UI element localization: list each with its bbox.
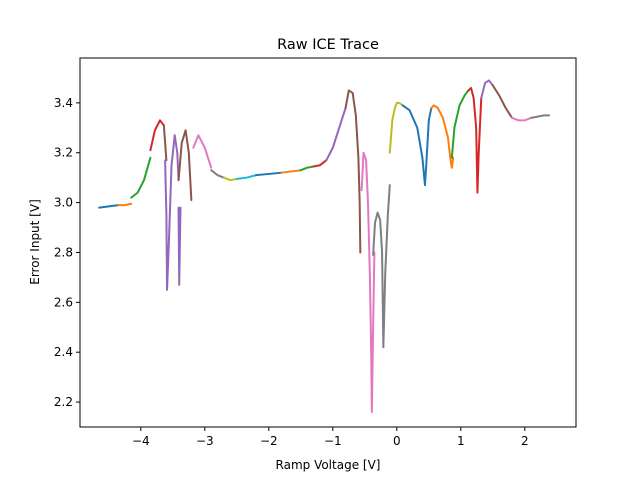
x-tick-label: 0 — [393, 434, 401, 448]
series-line-0 — [98, 204, 120, 209]
y-tick-label: 2.4 — [54, 345, 73, 359]
series-line-19 — [372, 184, 391, 349]
x-tick-label: −1 — [324, 434, 342, 448]
y-axis-ticks: 2.2 2.4 2.6 2.8 3.0 3.2 3.4 — [54, 96, 80, 409]
series-line-20 — [388, 101, 404, 154]
series-line-18 — [360, 151, 376, 414]
series-line-1 — [117, 202, 133, 207]
series-line-5 — [164, 134, 180, 291]
x-tick-label: −3 — [196, 434, 214, 448]
series-line-13 — [280, 169, 302, 174]
series-line-10 — [223, 176, 238, 182]
x-tick-label: −2 — [260, 434, 278, 448]
series-line-15 — [312, 159, 328, 168]
y-tick-label: 3.4 — [54, 96, 73, 110]
y-tick-label: 2.2 — [54, 395, 73, 409]
x-tick-label: 1 — [457, 434, 465, 448]
series-line-9 — [210, 169, 225, 179]
series-line-2 — [130, 156, 152, 199]
series-line-24 — [467, 86, 483, 194]
plot-lines — [98, 79, 551, 414]
series-line-3 — [149, 119, 165, 152]
series-line-28 — [530, 114, 551, 119]
series-line-6 — [177, 129, 193, 202]
x-axis-ticks: −4 −3 −2 −1 0 1 2 — [132, 427, 529, 448]
series-line-22 — [430, 104, 455, 169]
plot-frame — [79, 57, 577, 428]
y-tick-label: 3.0 — [54, 196, 73, 210]
series-line-11 — [235, 174, 257, 180]
chart-title: Raw ICE Trace — [277, 37, 379, 53]
x-tick-label: −4 — [132, 434, 150, 448]
y-tick-label: 2.8 — [54, 245, 73, 259]
series-line-25 — [480, 79, 494, 99]
series-line-14 — [299, 165, 315, 172]
y-axis-label: Error Input [V] — [28, 199, 42, 285]
series-line-23 — [450, 89, 470, 159]
series-line-12 — [255, 171, 283, 177]
series-line-16 — [325, 106, 347, 162]
series-line-17 — [344, 89, 362, 254]
series-line-21 — [401, 104, 433, 187]
series-line-27 — [511, 116, 533, 122]
series-line-26 — [491, 84, 513, 119]
y-tick-label: 3.2 — [54, 146, 73, 160]
series-line-4 — [162, 124, 168, 162]
y-tick-label: 2.6 — [54, 295, 73, 309]
x-axis-label: Ramp Voltage [V] — [276, 458, 381, 472]
x-tick-label: 2 — [521, 434, 529, 448]
series-line-8 — [192, 134, 213, 169]
series-line-7 — [177, 206, 182, 286]
